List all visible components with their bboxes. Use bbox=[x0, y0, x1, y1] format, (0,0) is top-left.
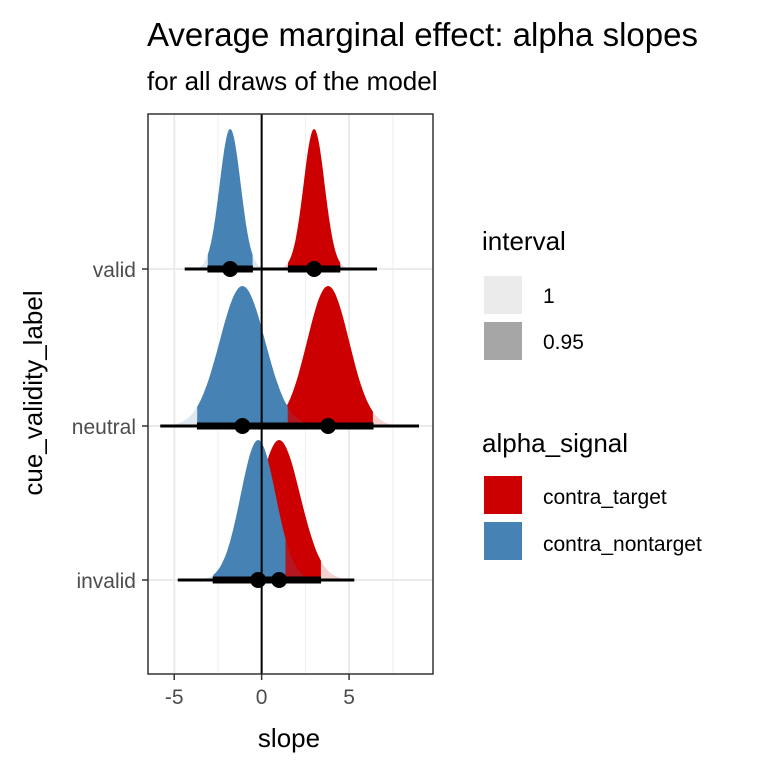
median-point-contra_nontarget-neutral bbox=[234, 418, 251, 434]
x-axis-title: slope bbox=[258, 723, 320, 753]
legend-alpha-signal-label-1: contra_target bbox=[543, 486, 667, 509]
median-point-contra_target-invalid bbox=[271, 572, 288, 588]
median-point-contra_nontarget-invalid bbox=[250, 572, 267, 588]
plot-area: -5 0 5 valid neutral invalid bbox=[72, 113, 434, 709]
y-tick-label-valid: valid bbox=[93, 259, 136, 282]
legend-interval-title: interval bbox=[482, 226, 566, 256]
density-contra_nontarget-invalid bbox=[213, 440, 286, 580]
panel-border bbox=[147, 113, 434, 675]
density-contra_nontarget-valid bbox=[207, 129, 253, 269]
median-point-contra_target-valid bbox=[306, 261, 323, 277]
legend-alpha-signal-label-2: contra_nontarget bbox=[543, 533, 702, 556]
legend-interval-label-1: 1 bbox=[543, 285, 555, 308]
median-point-contra_nontarget-valid bbox=[222, 261, 239, 277]
legend-interval: interval 1 0.95 bbox=[482, 226, 584, 360]
legend-alpha-signal: alpha_signal contra_target contra_nontar… bbox=[482, 428, 702, 560]
density-contra_target-valid bbox=[288, 129, 341, 269]
chart-title: Average marginal effect: alpha slopes bbox=[147, 16, 698, 53]
legend-interval-label-2: 0.95 bbox=[543, 331, 584, 354]
x-tick-label: -5 bbox=[165, 686, 184, 709]
x-tick-label: 0 bbox=[256, 686, 268, 709]
y-tick-label-invalid: invalid bbox=[76, 570, 136, 593]
y-axis-title: cue_validity_label bbox=[18, 290, 48, 495]
density-contra_nontarget-neutral bbox=[197, 286, 288, 426]
y-tick-label-neutral: neutral bbox=[72, 416, 136, 439]
legend-alpha-signal-key-2 bbox=[484, 522, 522, 560]
legend-interval-key-1 bbox=[484, 276, 522, 314]
legend-interval-key-2 bbox=[484, 322, 522, 360]
density-contra_target-neutral bbox=[286, 286, 373, 426]
chart-subtitle: for all draws of the model bbox=[147, 66, 437, 96]
x-tick-label: 5 bbox=[343, 686, 355, 709]
legend-alpha-signal-title: alpha_signal bbox=[482, 428, 628, 458]
legend-alpha-signal-key-1 bbox=[484, 476, 522, 514]
median-point-contra_target-neutral bbox=[320, 418, 337, 434]
